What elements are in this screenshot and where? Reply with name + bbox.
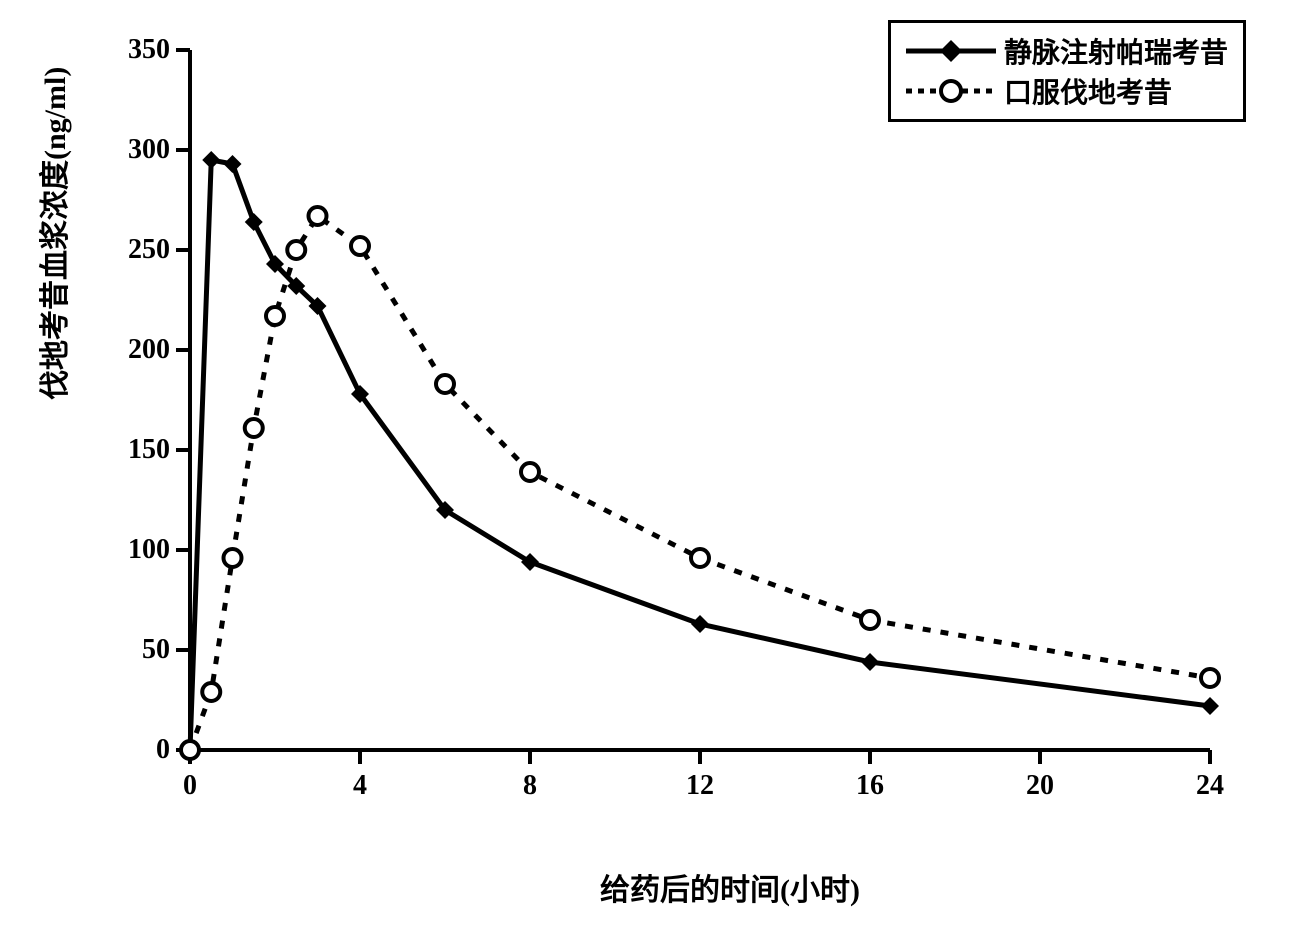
y-tick-label: 250 xyxy=(100,234,170,266)
x-tick-label: 20 xyxy=(1015,770,1065,802)
y-tick-label: 350 xyxy=(100,34,170,66)
x-tick-label: 8 xyxy=(505,770,555,802)
y-tick-label: 150 xyxy=(100,434,170,466)
x-tick-label: 0 xyxy=(165,770,215,802)
x-tick-label: 16 xyxy=(845,770,895,802)
chart-legend: 静脉注射帕瑞考昔 口服伐地考昔 xyxy=(888,20,1246,122)
legend-marker-iv xyxy=(906,36,996,66)
legend-marker-oral xyxy=(906,76,996,106)
legend-item-oral: 口服伐地考昔 xyxy=(906,71,1228,111)
y-tick-label: 300 xyxy=(100,134,170,166)
plot-area xyxy=(190,50,1210,750)
x-tick-label: 12 xyxy=(675,770,725,802)
x-tick-label: 24 xyxy=(1185,770,1235,802)
y-tick-label: 0 xyxy=(100,734,170,766)
pk-chart: 伐地考昔血浆浓度(ng/ml) 给药后的时间(小时) 静脉注射帕瑞考昔 口服伐地… xyxy=(50,20,1286,900)
legend-item-iv: 静脉注射帕瑞考昔 xyxy=(906,31,1228,71)
y-axis-label: 伐地考昔血浆浓度(ng/ml) xyxy=(30,67,74,400)
x-tick-label: 4 xyxy=(335,770,385,802)
legend-label-iv: 静脉注射帕瑞考昔 xyxy=(1004,31,1228,71)
y-tick-label: 200 xyxy=(100,334,170,366)
plot-svg xyxy=(190,50,1210,750)
legend-label-oral: 口服伐地考昔 xyxy=(1004,71,1172,111)
y-tick-label: 100 xyxy=(100,534,170,566)
x-axis-label: 给药后的时间(小时) xyxy=(600,865,860,909)
y-tick-label: 50 xyxy=(100,634,170,666)
